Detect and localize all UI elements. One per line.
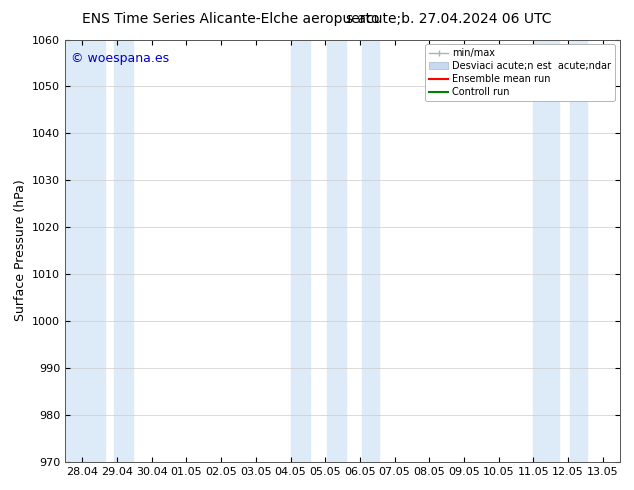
Bar — [533, 40, 559, 462]
Y-axis label: Surface Pressure (hPa): Surface Pressure (hPa) — [13, 180, 27, 321]
Bar — [570, 40, 587, 462]
Bar — [327, 40, 346, 462]
Bar — [65, 40, 105, 462]
Bar — [290, 40, 309, 462]
Text: s acute;b. 27.04.2024 06 UTC: s acute;b. 27.04.2024 06 UTC — [346, 12, 552, 26]
Text: ENS Time Series Alicante-Elche aeropuerto: ENS Time Series Alicante-Elche aeropuert… — [82, 12, 380, 26]
Bar — [113, 40, 133, 462]
Text: © woespana.es: © woespana.es — [70, 52, 169, 65]
Legend: min/max, Desviaci acute;n est  acute;ndar, Ensemble mean run, Controll run: min/max, Desviaci acute;n est acute;ndar… — [425, 45, 615, 101]
Bar — [361, 40, 379, 462]
